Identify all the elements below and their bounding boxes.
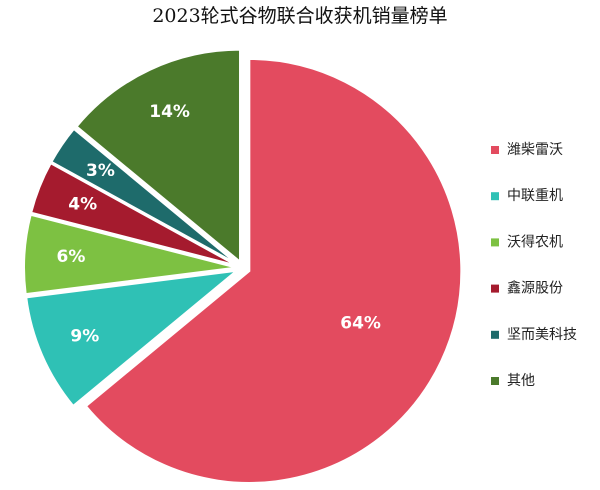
pie-slice: [75, 48, 242, 264]
pie-slice: [23, 213, 237, 296]
data-label: 9%: [70, 326, 99, 346]
legend-marker: [491, 146, 499, 154]
legend-label: 坚而美科技: [507, 327, 577, 343]
pie-slice: [25, 269, 240, 408]
data-label: 3%: [86, 161, 115, 181]
legend-label: 鑫源股份: [507, 280, 563, 297]
chart-title: 2023轮式谷物联合收获机销量榜单: [152, 5, 447, 27]
legend-label: 其他: [507, 373, 535, 389]
data-label: 64%: [340, 313, 381, 333]
legend-label: 中联重机: [507, 188, 563, 204]
data-label: 14%: [149, 102, 190, 122]
pie-slice: [50, 127, 238, 265]
legend-label: 潍柴雷沃: [507, 142, 563, 158]
data-label: 4%: [68, 195, 97, 215]
legend-marker: [491, 377, 499, 385]
legend-marker: [491, 284, 499, 293]
data-label: 6%: [57, 247, 86, 267]
pie-slice: [29, 161, 237, 267]
legend-marker: [491, 330, 499, 339]
pie-slice: [84, 57, 463, 484]
legend-label: 沃得农机: [507, 233, 563, 250]
legend-marker: [491, 192, 499, 201]
legend-marker: [491, 238, 499, 247]
